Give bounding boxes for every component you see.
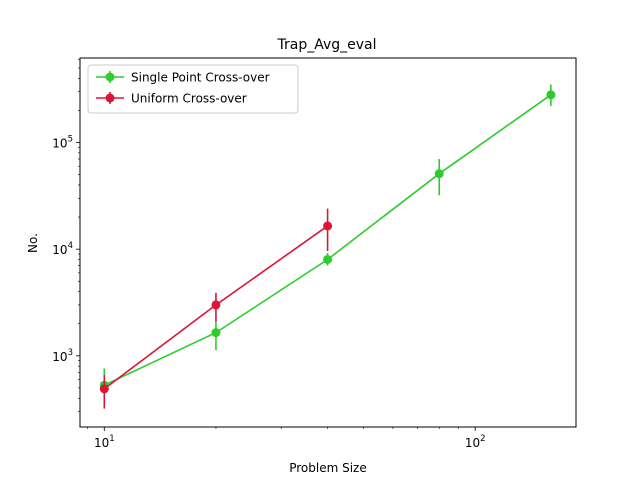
data-point — [323, 221, 333, 231]
plot-frame — [79, 57, 577, 428]
y-axis-label: No. — [26, 233, 40, 253]
data-point — [323, 254, 333, 264]
axis-ticks: 101 102 103 104 105 — [52, 59, 486, 450]
data-point — [434, 169, 444, 179]
legend: Single Point Cross-over Uniform Cross-ove… — [87, 64, 299, 114]
data-point — [99, 384, 109, 394]
x-tick-label: 102 — [465, 434, 486, 450]
legend-label: Uniform Cross-over — [131, 92, 247, 106]
plot-area — [99, 84, 556, 409]
legend-label: Single Point Cross-over — [131, 71, 270, 85]
legend-marker — [105, 93, 115, 103]
legend-item-1: Single Point Cross-over — [96, 71, 270, 85]
legend-marker — [105, 72, 115, 82]
series-2 — [99, 208, 333, 409]
x-axis-label: Problem Size — [289, 461, 367, 475]
legend-item-2: Uniform Cross-over — [96, 92, 247, 106]
data-point — [211, 328, 221, 338]
series-1 — [99, 84, 556, 395]
data-point — [211, 300, 221, 310]
x-tick-label: 101 — [94, 434, 115, 450]
chart-title: Trap_Avg_eval — [276, 37, 376, 53]
y-tick-label: 105 — [52, 135, 73, 151]
legend-box — [87, 64, 299, 114]
data-point — [546, 90, 556, 100]
y-tick-label: 104 — [52, 241, 73, 257]
y-tick-label: 103 — [52, 348, 73, 364]
